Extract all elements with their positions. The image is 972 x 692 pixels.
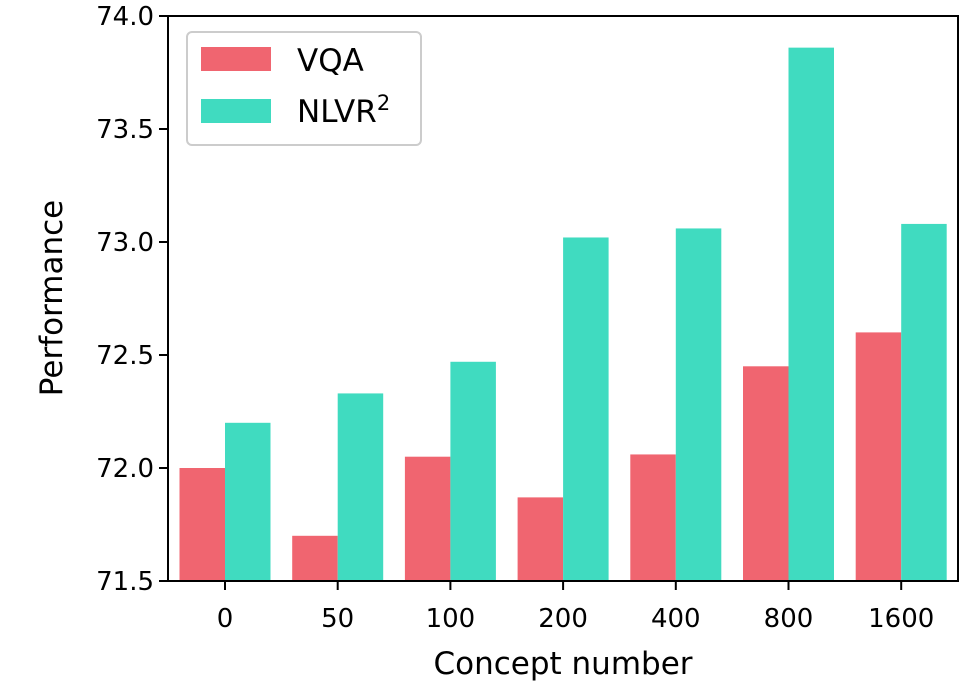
bar-vqa-1600	[855, 332, 902, 581]
y-tick-label-74-0: 74.0	[96, 2, 154, 32]
bar-nlvr2-200	[563, 237, 609, 582]
x-tick-label-0: 0	[217, 604, 234, 634]
x-tick-label-50: 50	[321, 604, 354, 634]
legend-label-nlvr2-base: NLVR	[297, 94, 377, 130]
bar-vqa-400	[630, 454, 676, 581]
bar-vqa-800	[743, 366, 789, 581]
legend-label-nlvr2-superscript: 2	[377, 91, 390, 115]
legend-label-nlvr2: NLVR2	[297, 91, 390, 130]
bar-nlvr2-1600	[901, 223, 947, 582]
bars-layer	[179, 47, 947, 582]
y-tick-label-73-5: 73.5	[96, 115, 154, 145]
bar-vqa-200	[517, 497, 564, 581]
bar-nlvr2-100	[450, 361, 496, 581]
x-tick-label-400: 400	[651, 604, 701, 634]
legend-swatch-vqa	[201, 47, 271, 71]
legend-swatch-nlvr2	[201, 99, 271, 123]
bar-vqa-50	[292, 535, 338, 581]
ticks-layer: 0 50 100 200 400 800 1600 71.5 72.0 72.5 73.0 73.5 7…	[96, 2, 934, 634]
bar-vqa-100	[404, 456, 451, 581]
bar-nlvr2-0	[225, 422, 271, 581]
x-tick-label-200: 200	[538, 604, 588, 634]
x-axis-title: Concept number	[433, 646, 692, 682]
legend: VQA NLVR2	[186, 31, 422, 146]
bar-nlvr2-50	[337, 393, 384, 581]
bar-nlvr2-400	[675, 228, 722, 581]
y-tick-label-72-5: 72.5	[96, 341, 154, 371]
bar-vqa-0	[179, 468, 225, 581]
plot-frame	[167, 15, 959, 582]
y-tick-label-72-0: 72.0	[96, 454, 154, 484]
y-axis-title: Performance	[34, 200, 70, 396]
bar-nlvr2-800	[788, 47, 834, 581]
y-tick-label-73-0: 73.0	[96, 228, 154, 258]
x-tick-label-800: 800	[764, 604, 814, 634]
legend-label-vqa: VQA	[297, 43, 364, 79]
y-tick-label-71-5: 71.5	[96, 567, 154, 597]
x-tick-label-1600: 1600	[868, 604, 934, 634]
x-tick-label-100: 100	[426, 604, 476, 634]
